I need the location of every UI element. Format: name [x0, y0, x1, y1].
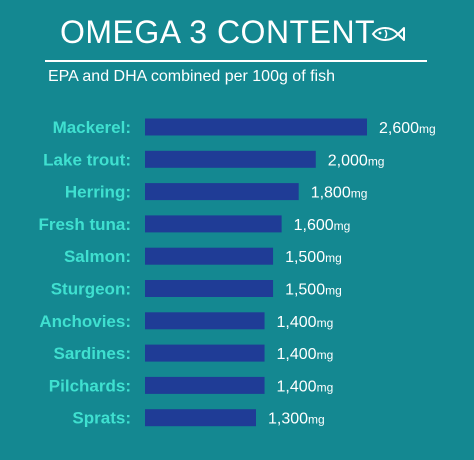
value-unit: mg [334, 219, 351, 233]
bar [145, 344, 265, 362]
category-label: Sardines: [54, 344, 131, 363]
value-label: 1,500mg [285, 282, 342, 299]
bar [145, 409, 256, 427]
bar [145, 376, 265, 394]
value-unit: mg [368, 154, 385, 168]
value-unit: mg [317, 348, 334, 362]
bar [145, 150, 316, 168]
chart-title: OMEGA 3 CONTENT [60, 14, 376, 50]
value-unit: mg [325, 251, 342, 265]
bar [145, 247, 274, 265]
value-label: 1,300mg [268, 411, 325, 428]
title-divider [45, 60, 427, 62]
value-label: 1,400mg [277, 378, 334, 395]
category-label: Herring: [65, 183, 131, 202]
value-label: 1,500mg [285, 249, 342, 266]
bar [145, 215, 282, 233]
category-label: Pilchards: [49, 376, 131, 395]
value-label: 1,400mg [277, 346, 334, 363]
value-label: 1,400mg [277, 314, 334, 331]
category-label: Mackerel: [53, 118, 131, 137]
fish-icon [371, 27, 405, 41]
value-unit: mg [325, 284, 342, 298]
value-label: 2,000mg [328, 152, 385, 169]
value-unit: mg [308, 413, 325, 427]
value-unit: mg [317, 316, 334, 330]
value-label: 1,800mg [311, 185, 368, 202]
value-label: 2,600mg [379, 120, 436, 137]
category-label: Sturgeon: [51, 280, 131, 299]
category-label: Fresh tuna: [38, 215, 131, 234]
category-label: Lake trout: [43, 150, 131, 169]
bar [145, 118, 367, 136]
category-label: Salmon: [64, 247, 131, 266]
value-unit: mg [419, 122, 436, 136]
bar [145, 183, 299, 201]
chart-subtitle: EPA and DHA combined per 100g of fish [48, 68, 335, 85]
category-label: Anchovies: [39, 312, 131, 331]
value-unit: mg [317, 380, 334, 394]
bar [145, 312, 265, 330]
value-unit: mg [351, 187, 368, 201]
category-label: Sprats: [72, 409, 131, 428]
value-label: 1,600mg [294, 217, 351, 234]
bar [145, 280, 274, 297]
